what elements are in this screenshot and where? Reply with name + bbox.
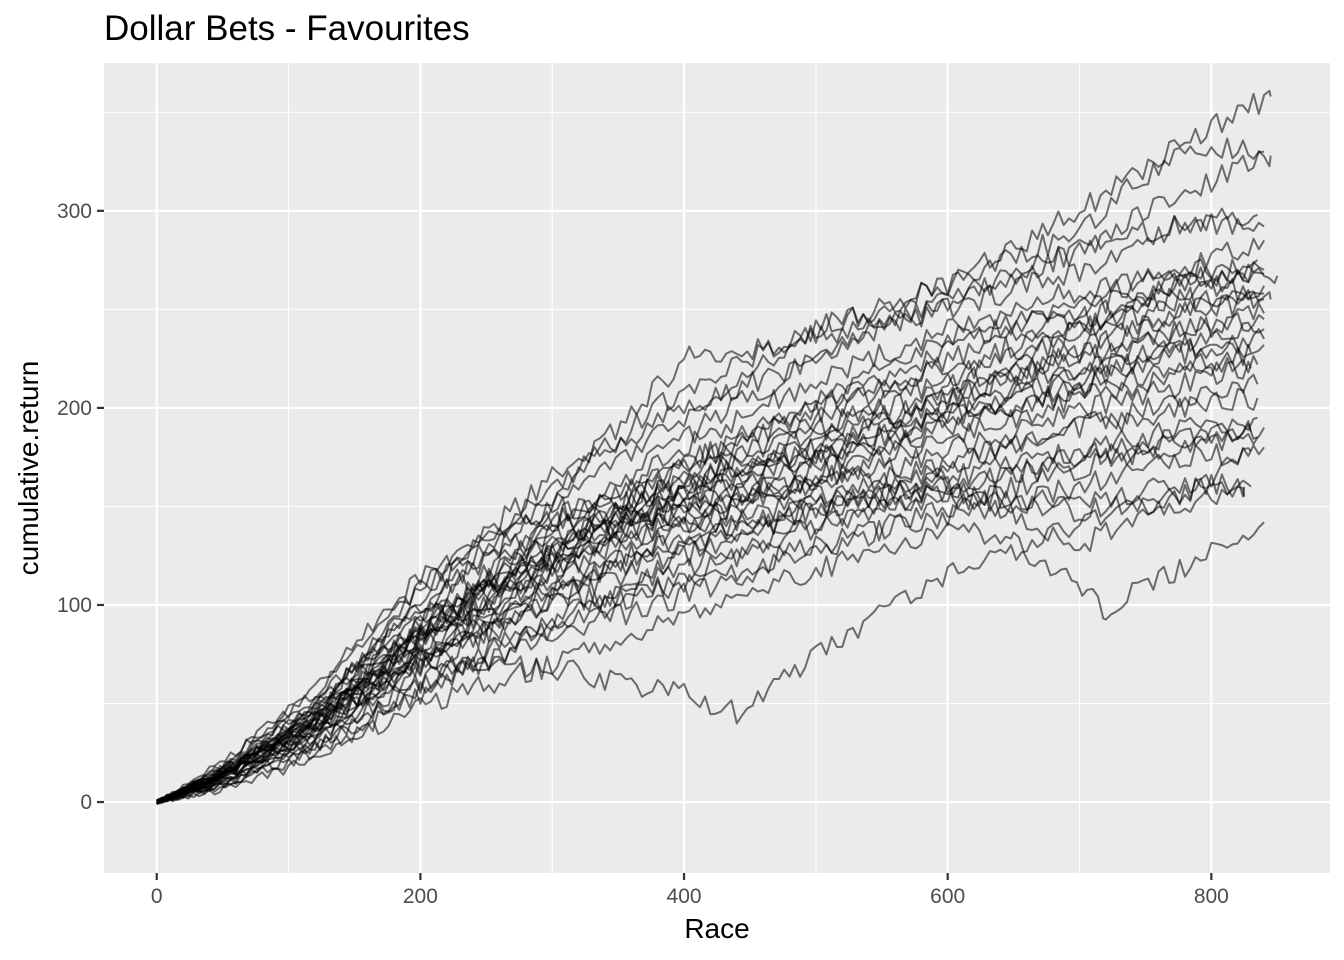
x-tick-label: 600 xyxy=(930,885,965,908)
series-line-16 xyxy=(156,431,1259,802)
x-tick-label: 800 xyxy=(1194,885,1229,908)
y-tick-label: 0 xyxy=(80,791,92,814)
series-line-33 xyxy=(156,420,1252,803)
series-line-34 xyxy=(156,290,1272,805)
y-tick-label: 200 xyxy=(57,397,92,420)
series-line-26 xyxy=(156,328,1265,803)
series-line-22 xyxy=(156,521,1265,805)
series-line-19 xyxy=(156,484,1246,806)
series-line-4 xyxy=(156,207,1258,802)
x-tick-label: 400 xyxy=(667,885,702,908)
series-line-21 xyxy=(155,477,1246,805)
x-tick-label: 0 xyxy=(151,885,163,908)
y-axis-title: cumulative.return xyxy=(13,361,44,576)
y-tick-label: 300 xyxy=(57,200,92,223)
y-tick-label: 100 xyxy=(57,594,92,617)
x-tick-label: 200 xyxy=(403,885,438,908)
series-line-7 xyxy=(156,261,1265,805)
series-line-31 xyxy=(156,416,1258,802)
series-line-32 xyxy=(156,263,1265,803)
series-lines xyxy=(155,89,1279,806)
series-line-29 xyxy=(156,334,1265,803)
x-axis: 0 200 400 600 800 xyxy=(151,873,1229,908)
x-axis-title: Race xyxy=(684,913,749,944)
series-line-30 xyxy=(156,312,1265,802)
y-axis: 0 100 200 300 xyxy=(57,200,104,814)
series-line-27 xyxy=(156,355,1259,803)
chart-title: Dollar Bets - Favourites xyxy=(104,9,470,48)
